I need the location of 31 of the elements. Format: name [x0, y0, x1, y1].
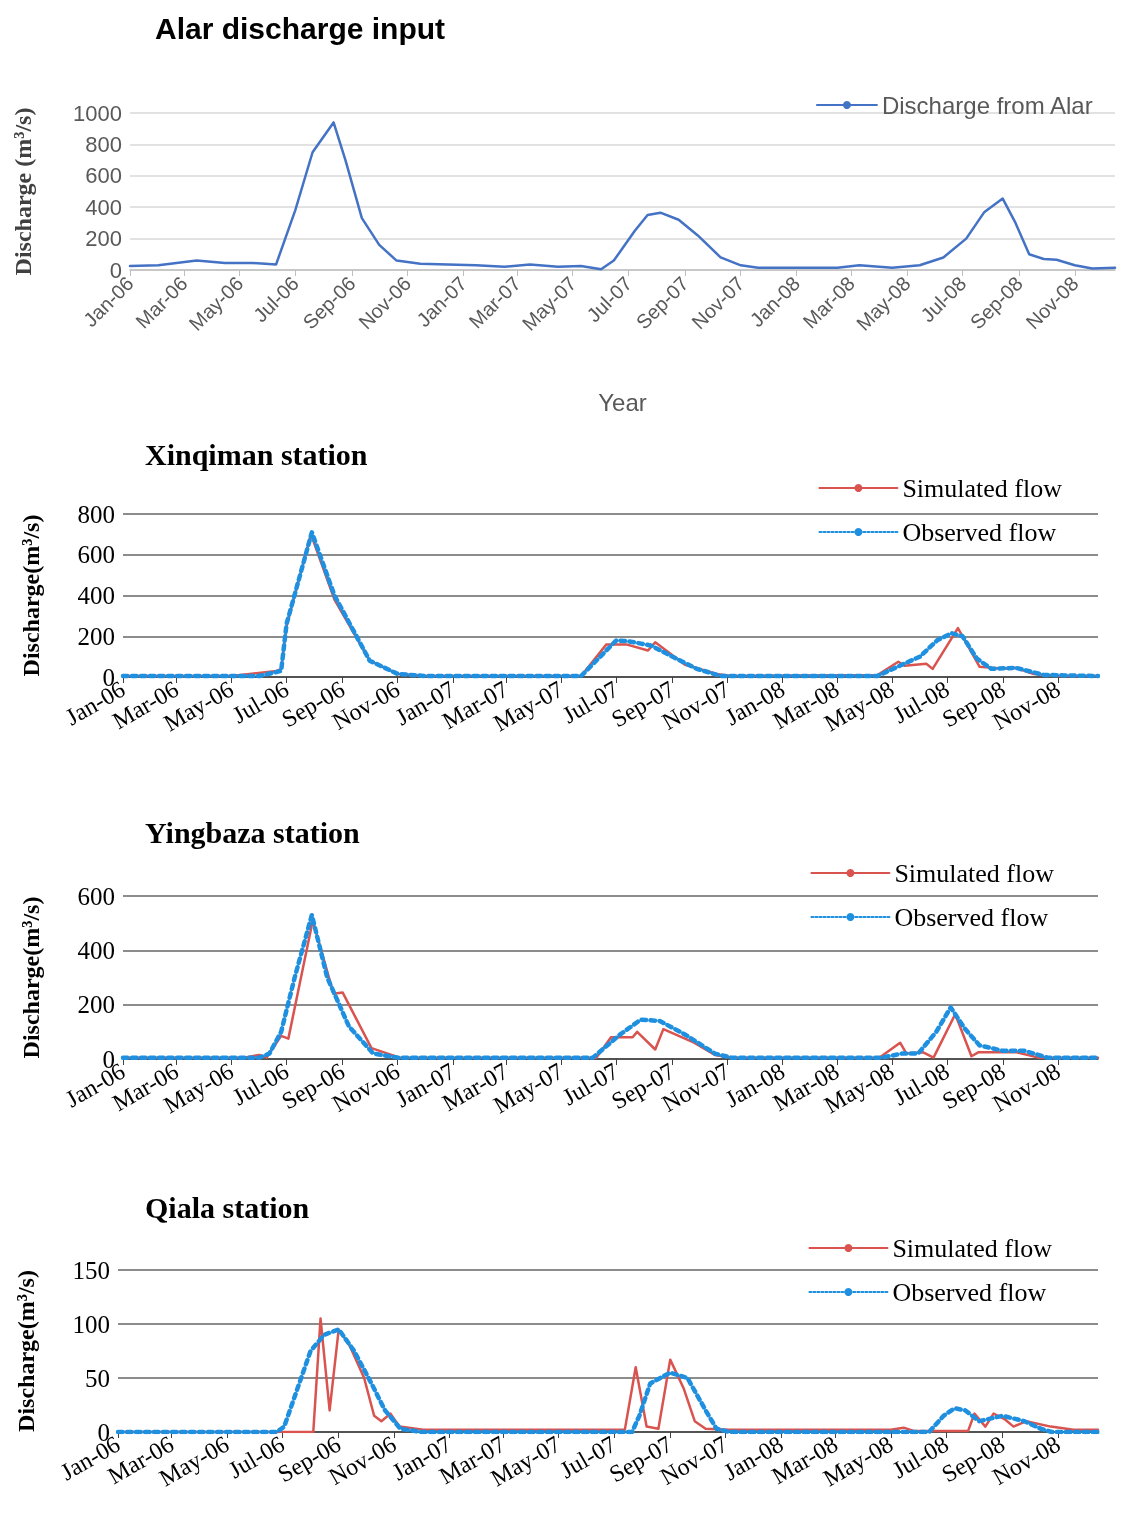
- y-tick-label: 600: [77, 882, 115, 910]
- chart-title: Xinqiman station: [145, 437, 368, 471]
- chart-title: Yingbaza station: [145, 815, 361, 849]
- y-axis-title: Discharge(m³/s): [13, 1270, 39, 1432]
- y-tick-label: 1000: [73, 100, 122, 126]
- y-tick-label: 200: [77, 991, 115, 1019]
- chart-title: Qiala station: [145, 1190, 310, 1224]
- legend-label: Discharge from Alar: [881, 91, 1093, 119]
- y-tick-label: 100: [72, 1310, 110, 1338]
- legend-label: Observed flow: [902, 517, 1057, 547]
- y-tick-label: 200: [77, 622, 115, 650]
- y-tick-label: 150: [72, 1256, 110, 1284]
- y-axis-title: Discharge (m³/s): [10, 107, 36, 276]
- y-axis-title: Discharge(m³/s): [18, 896, 44, 1059]
- y-tick-label: 600: [77, 541, 115, 569]
- y-tick-label: 200: [85, 226, 122, 252]
- x-axis-title: Year: [598, 388, 647, 416]
- y-tick-label: 400: [85, 194, 122, 220]
- legend-label: Simulated flow: [894, 858, 1055, 888]
- y-tick-label: 400: [77, 582, 115, 609]
- y-tick-label: 50: [85, 1364, 110, 1392]
- y-axis-title: Discharge(m³/s): [18, 514, 44, 677]
- legend-label: Observed flow: [894, 902, 1049, 932]
- y-tick-label: 400: [77, 936, 115, 964]
- y-tick-label: 800: [85, 131, 122, 157]
- legend-label: Observed flow: [892, 1277, 1047, 1307]
- legend-label: Simulated flow: [902, 473, 1063, 503]
- y-tick-label: 600: [85, 163, 122, 189]
- chart-title: Alar discharge input: [155, 11, 446, 45]
- legend-label: Simulated flow: [892, 1233, 1053, 1263]
- y-tick-label: 800: [77, 500, 115, 528]
